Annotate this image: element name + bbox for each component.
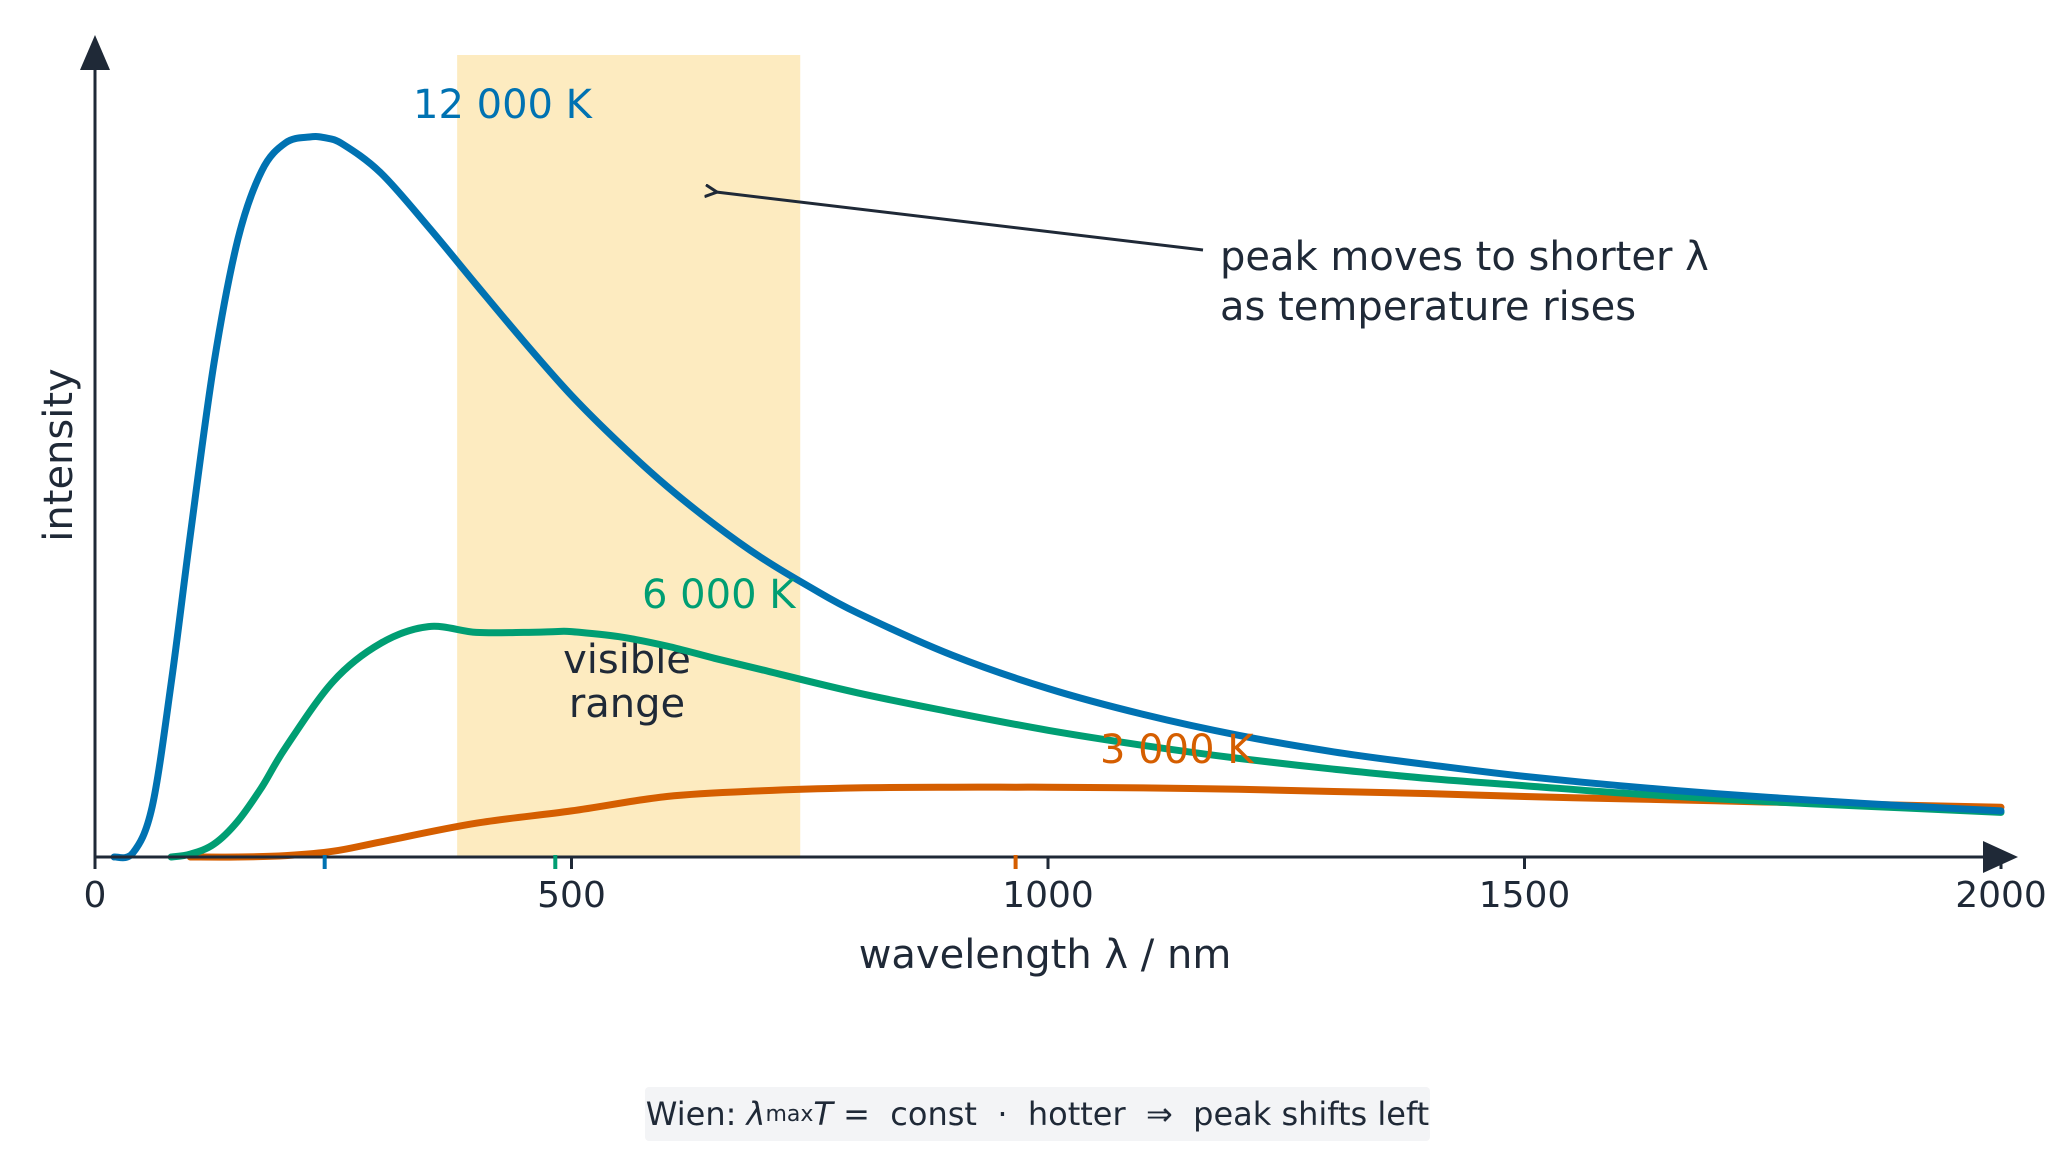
formula-lambda: λ — [746, 1095, 766, 1133]
series-line-6000k — [167, 622, 2005, 861]
y-axis-label: intensity — [36, 368, 82, 541]
annotation-line1: peak moves to shorter λ — [1220, 234, 1709, 280]
series-label-12000k: 12 000 K — [413, 82, 594, 128]
series-label-3000k: 3 000 K — [1100, 727, 1255, 773]
visible-range-label-line2: range — [569, 681, 685, 727]
x-tick-label: 500 — [537, 875, 606, 916]
x-ticks: 0 500 1000 1500 2000 — [84, 857, 2047, 916]
formula-t: T — [813, 1095, 833, 1133]
x-tick-label: 2000 — [1955, 875, 2047, 916]
series-line-12000k — [110, 133, 2005, 862]
annotation-line2: as temperature rises — [1220, 284, 1636, 330]
y-axis-arrow — [80, 35, 110, 70]
wien-formula: Wien: λ max T = const · hotter ⇒ peak sh… — [645, 1087, 1430, 1141]
formula-prefix: Wien: — [645, 1095, 747, 1133]
x-tick-label: 0 — [84, 875, 107, 916]
peak-markers — [322, 855, 1018, 869]
x-tick-label: 1000 — [1002, 875, 1094, 916]
series-line-3000k — [186, 783, 2005, 861]
series-layer — [110, 133, 2005, 862]
annotation-arrow — [716, 192, 1204, 252]
formula-rest: = const · hotter ⇒ peak shifts left — [832, 1095, 1430, 1133]
series-label-6000k: 6 000 K — [642, 572, 797, 618]
x-tick-label: 1500 — [1479, 875, 1571, 916]
x-axis-label: wavelength λ / nm — [859, 932, 1232, 978]
formula-sub: max — [765, 1101, 814, 1127]
